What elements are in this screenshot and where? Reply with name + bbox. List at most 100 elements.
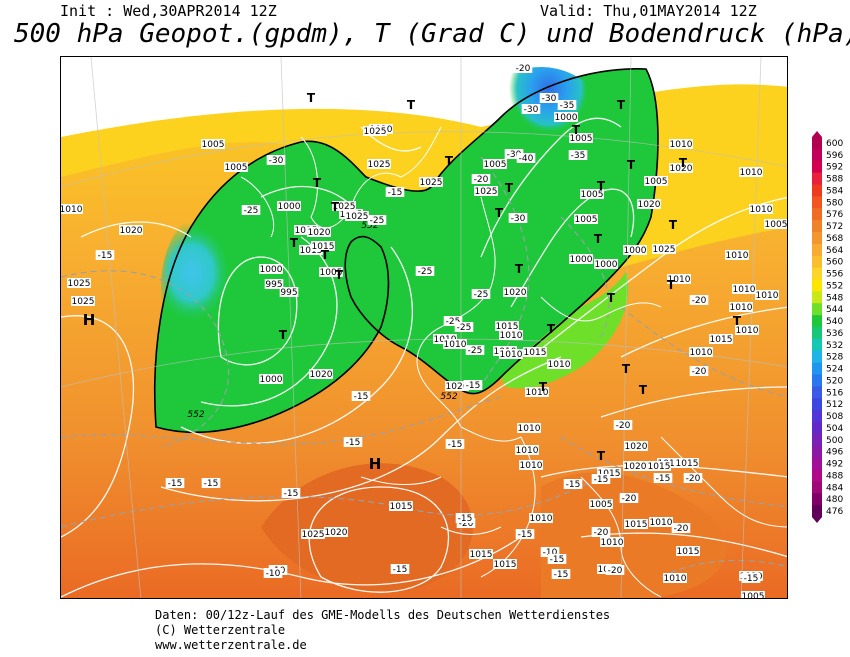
colorbar-swatch <box>812 410 822 423</box>
temperature-label: -40 <box>519 154 534 164</box>
pressure-label-bg <box>419 177 443 187</box>
temperature-label: -20 <box>692 367 707 377</box>
pressure-label-bg <box>709 334 733 344</box>
colorbar-label: 552 <box>826 281 843 291</box>
temperature-label: -15 <box>466 381 481 391</box>
temperature-label-bg <box>557 100 577 110</box>
pressure-label: 1000 <box>570 255 593 265</box>
temperature-label: -30 <box>524 105 539 115</box>
temperature-label-bg <box>465 345 485 355</box>
temperature-label: -20 <box>622 494 637 504</box>
pressure-label: 1000 <box>278 202 301 212</box>
temperature-label: -15 <box>554 570 569 580</box>
low-pressure-symbol: T <box>607 291 616 305</box>
low-pressure-symbol: T <box>669 218 678 232</box>
high-pressure-symbol: H <box>369 455 382 473</box>
temperature-label: -15 <box>393 565 408 575</box>
pressure-label-bg <box>264 279 284 289</box>
footer-data-source: Daten: 00/12z-Lauf des GME-Modells des D… <box>155 608 611 622</box>
pressure-label-bg <box>597 468 621 478</box>
pressure-label-bg <box>299 245 323 255</box>
pressure-label-bg <box>652 244 676 254</box>
colorbar-swatch <box>812 350 822 364</box>
temperature-label: -15 <box>566 480 581 490</box>
pressure-label: 1010 <box>601 538 624 548</box>
pressure-label-bg <box>307 227 331 237</box>
pressure-label: 1025 <box>364 127 387 137</box>
colorbar-swatch <box>812 457 822 470</box>
pressure-label-bg <box>301 529 325 539</box>
temperature-label-bg <box>454 322 474 332</box>
colorbar-label: 560 <box>826 258 843 268</box>
temperature-label: -30 <box>507 150 522 160</box>
pressure-label-bg <box>729 302 753 312</box>
temperature-label-bg <box>504 149 524 159</box>
colorbar-label: 548 <box>826 293 843 303</box>
pressure-label: 1020 <box>308 228 331 238</box>
pressure-label: 1010 <box>756 291 779 301</box>
pressure-label-bg <box>574 214 598 224</box>
low-pressure-symbol: T <box>667 278 676 292</box>
colorbar-swatch <box>812 160 822 174</box>
pressure-label: 1005 <box>590 500 613 510</box>
temperature-label-bg <box>266 155 286 165</box>
temperature-label-bg <box>741 573 761 583</box>
temperature-label: -15 <box>388 188 403 198</box>
colorbar-swatch <box>812 267 822 280</box>
colorbar-swatch <box>812 445 822 459</box>
pressure-label-bg <box>363 126 387 136</box>
colorbar-label: 556 <box>826 270 843 280</box>
pressure-label: 1000 <box>260 375 283 385</box>
pressure-label-bg <box>749 204 773 214</box>
temperature-label-bg <box>539 93 559 103</box>
pressure-label: 1025 <box>302 530 325 540</box>
temperature-label-bg <box>455 513 475 523</box>
temperature-label-bg <box>445 439 465 449</box>
pressure-label: 1010 <box>733 285 756 295</box>
temperature-label: -20 <box>459 519 474 529</box>
pressure-label: 1025 <box>346 212 369 222</box>
colorbar-label: 496 <box>826 448 843 458</box>
pressure-label: 1015 <box>312 242 335 252</box>
colorbar-swatch <box>812 148 822 162</box>
colorbar-label: 500 <box>826 436 843 446</box>
temperature-label-bg <box>367 215 387 225</box>
temperature-label-bg <box>683 473 703 483</box>
pressure-label: 1010 <box>518 424 541 434</box>
pressure-label-bg <box>119 225 143 235</box>
colorbar-label: 596 <box>826 151 843 161</box>
high-pressure-symbol: H <box>83 311 96 329</box>
temperature-label: -15 <box>518 530 533 540</box>
colorbar-label: 584 <box>826 186 843 196</box>
temperature-label: -20 <box>594 528 609 538</box>
low-pressure-symbol: T <box>290 236 299 250</box>
pressure-label-bg <box>732 284 756 294</box>
pressure-label: 1010 <box>690 348 713 358</box>
pressure-label: 1015 <box>677 547 700 557</box>
low-pressure-symbol: T <box>307 91 316 105</box>
temperature-label-bg <box>241 205 261 215</box>
temperature-label-bg <box>471 289 491 299</box>
low-pressure-symbol: T <box>495 206 504 220</box>
temperature-label-bg <box>95 250 115 260</box>
colorbar-label: 536 <box>826 329 843 339</box>
colorbar-label: 532 <box>826 341 843 351</box>
temperature-label-bg <box>390 564 410 574</box>
temperature-label: -20 <box>686 474 701 484</box>
colorbar-swatch <box>812 279 822 292</box>
temperature-label: -25 <box>446 317 461 327</box>
colorbar-swatch <box>812 291 822 304</box>
temperature-label-bg <box>516 153 536 163</box>
temperature-label-bg <box>591 527 611 537</box>
pressure-label-bg <box>741 591 765 598</box>
temperature-label-bg <box>263 568 283 578</box>
pressure-label: 1010 <box>500 331 523 341</box>
pressure-label-bg <box>469 549 493 559</box>
pressure-label: 1025 <box>368 160 391 170</box>
low-pressure-symbol: T <box>679 156 688 170</box>
colorbar-swatch <box>812 327 822 340</box>
isotherms <box>61 156 787 578</box>
low-pressure-symbol: T <box>335 268 344 282</box>
low-pressure-symbol: T <box>597 179 606 193</box>
